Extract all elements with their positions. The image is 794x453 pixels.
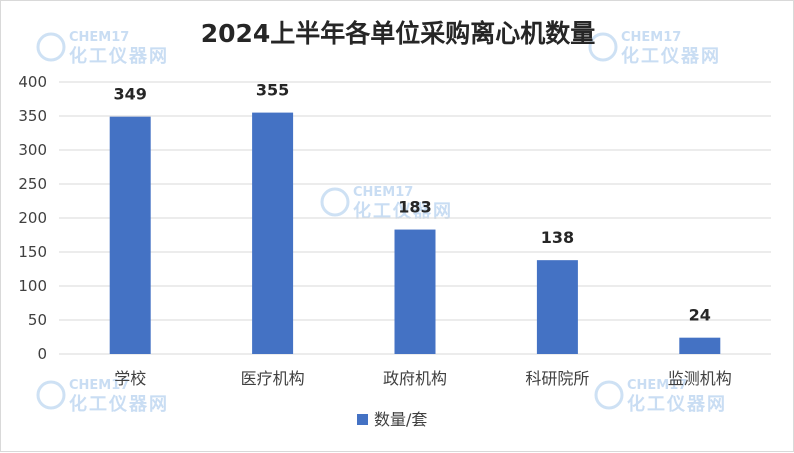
y-tick-label: 350 [18, 107, 47, 125]
category-label: 监测机构 [668, 369, 732, 388]
y-tick-label: 300 [18, 141, 47, 159]
data-label: 183 [398, 198, 431, 217]
y-tick-label: 50 [28, 311, 47, 329]
y-tick-label: 200 [18, 209, 47, 227]
y-tick-label: 150 [18, 243, 47, 261]
bar-layer [109, 112, 721, 355]
legend-swatch [357, 414, 368, 425]
watermark-name: 化工仪器网 [69, 45, 169, 67]
watermark-brand: CHEM17 [69, 30, 129, 45]
watermark-brand: CHEM17 [353, 185, 413, 200]
y-tick-label: 400 [18, 73, 47, 91]
watermark-brand: CHEM17 [69, 378, 129, 393]
category-labels: 学校 医疗机构 政府机构 科研院所 监测机构 [114, 369, 732, 388]
bar-3 [394, 229, 436, 354]
data-label: 349 [113, 85, 146, 104]
bar-5 [679, 337, 721, 354]
y-tick-label: 100 [18, 277, 47, 295]
bar-1 [109, 116, 151, 355]
category-label: 医疗机构 [241, 369, 305, 388]
watermark-logo-icon [594, 380, 624, 410]
data-label-layer: 349 355 183 138 24 [113, 81, 710, 325]
category-label: 学校 [114, 369, 146, 388]
data-label: 138 [541, 228, 574, 247]
chart-title: 2024上半年各单位采购离心机数量 [201, 19, 596, 48]
legend-label: 数量/套 [374, 410, 427, 429]
y-tick-label: 250 [18, 175, 47, 193]
watermark-logo-icon [320, 187, 350, 217]
y-axis-ticks: 0 50 100 150 200 250 300 350 400 [18, 73, 47, 363]
legend: 数量/套 [357, 410, 427, 429]
watermark-brand: CHEM17 [627, 378, 687, 393]
watermark-logo-icon [36, 32, 66, 62]
bar-2 [252, 112, 294, 354]
category-label: 政府机构 [383, 369, 447, 388]
watermark-name: 化工仪器网 [353, 200, 453, 222]
watermark-name: 化工仪器网 [627, 393, 727, 415]
watermark-logo-icon [36, 380, 66, 410]
watermark-name: 化工仪器网 [69, 393, 169, 415]
data-label: 355 [256, 81, 289, 100]
watermark-brand: CHEM17 [621, 30, 681, 45]
data-label: 24 [689, 306, 711, 325]
category-label: 科研院所 [525, 369, 589, 388]
watermark-layer: CHEM17化工仪器网CHEM17化工仪器网CHEM17化工仪器网CHEM17化… [36, 30, 727, 415]
bar-4 [536, 260, 578, 354]
watermark-name: 化工仪器网 [621, 45, 721, 67]
watermark-logo-icon [588, 32, 618, 62]
y-tick-label: 0 [37, 345, 47, 363]
